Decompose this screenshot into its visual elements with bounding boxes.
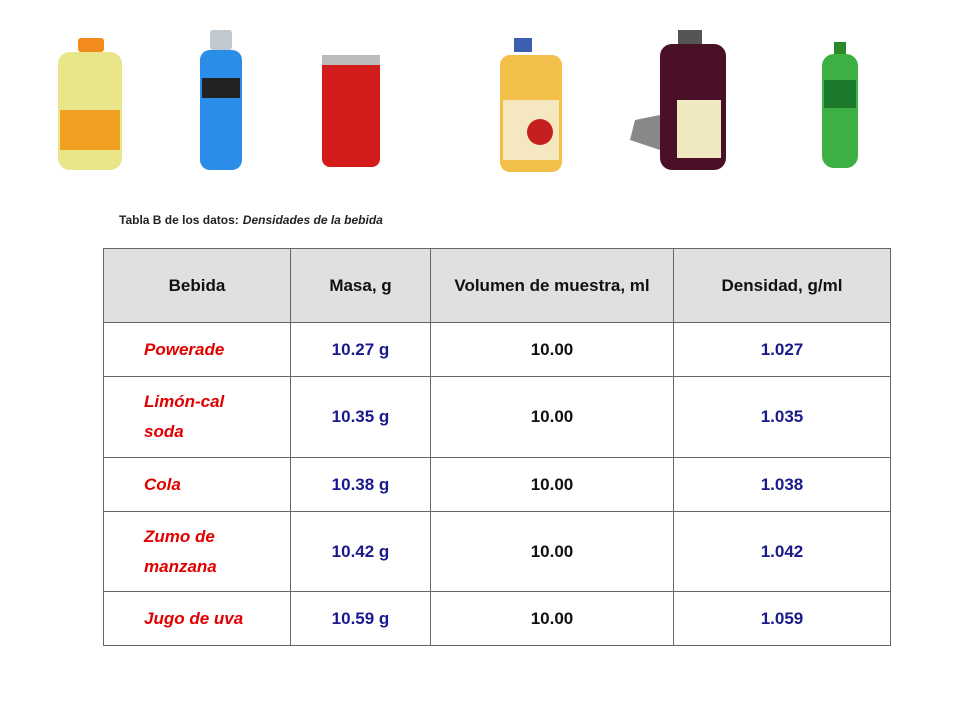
value-cell: 10.59 g [290, 591, 431, 646]
value-cell: 1.038 [673, 457, 891, 512]
header-cell: Masa, g [290, 248, 431, 323]
header-cell: Bebida [103, 248, 291, 323]
value-cell: 10.00 [430, 457, 674, 512]
powerade-bottle [200, 30, 242, 170]
value-cell: 10.00 [430, 322, 674, 377]
value-cell: 10.38 g [290, 457, 431, 512]
table-body: Powerade 10.27 g 10.00 1.027 Limón-cal soda 1… [103, 322, 891, 646]
value-cell: 10.27 g [290, 322, 431, 377]
value-cell: 10.00 [430, 591, 674, 646]
value-cell: 10.00 [430, 511, 674, 592]
value-cell: 1.035 [673, 376, 891, 458]
table-caption: Tabla B de los datos: Densidades de la be… [119, 213, 383, 227]
drink-name: Cola [103, 457, 291, 512]
drink-name: Zumo de manzana [103, 511, 291, 592]
table-row: Powerade 10.27 g 10.00 1.027 [103, 322, 891, 377]
table-row: Limón-cal soda 10.35 g 10.00 1.035 [103, 376, 891, 458]
value-cell: 10.00 [430, 376, 674, 458]
drink-name: Jugo de uva [103, 591, 291, 646]
drink-name: Powerade [103, 322, 291, 377]
drink-name: Limón-cal soda [103, 376, 291, 458]
value-cell: 10.35 g [290, 376, 431, 458]
gatorade-bottle [58, 38, 122, 170]
density-table: Bebida Masa, g Volumen de muestra, ml Densi… [103, 248, 891, 646]
header-cell: Volumen de muestra, ml [430, 248, 674, 323]
header-row: Bebida Masa, g Volumen de muestra, ml Densi… [103, 248, 891, 323]
table-row: Cola 10.38 g 10.00 1.038 [103, 457, 891, 512]
caption-label: Tabla B de los datos: [119, 213, 239, 227]
table-row: Zumo de manzana 10.42 g 10.00 1.042 [103, 511, 891, 592]
value-cell: 1.027 [673, 322, 891, 377]
value-cell: 1.059 [673, 591, 891, 646]
sprite-bottle [822, 42, 858, 168]
header-cell: Densidad, g/ml [673, 248, 891, 323]
apple-juice-bottle [500, 38, 562, 172]
cola-can [322, 55, 380, 167]
grape-juice-bottle [630, 30, 726, 170]
value-cell: 1.042 [673, 511, 891, 592]
caption-title: Densidades de la bebida [242, 213, 383, 227]
drink-images [58, 30, 858, 172]
value-cell: 10.42 g [290, 511, 431, 592]
table-row: Jugo de uva 10.59 g 10.00 1.059 [103, 591, 891, 646]
